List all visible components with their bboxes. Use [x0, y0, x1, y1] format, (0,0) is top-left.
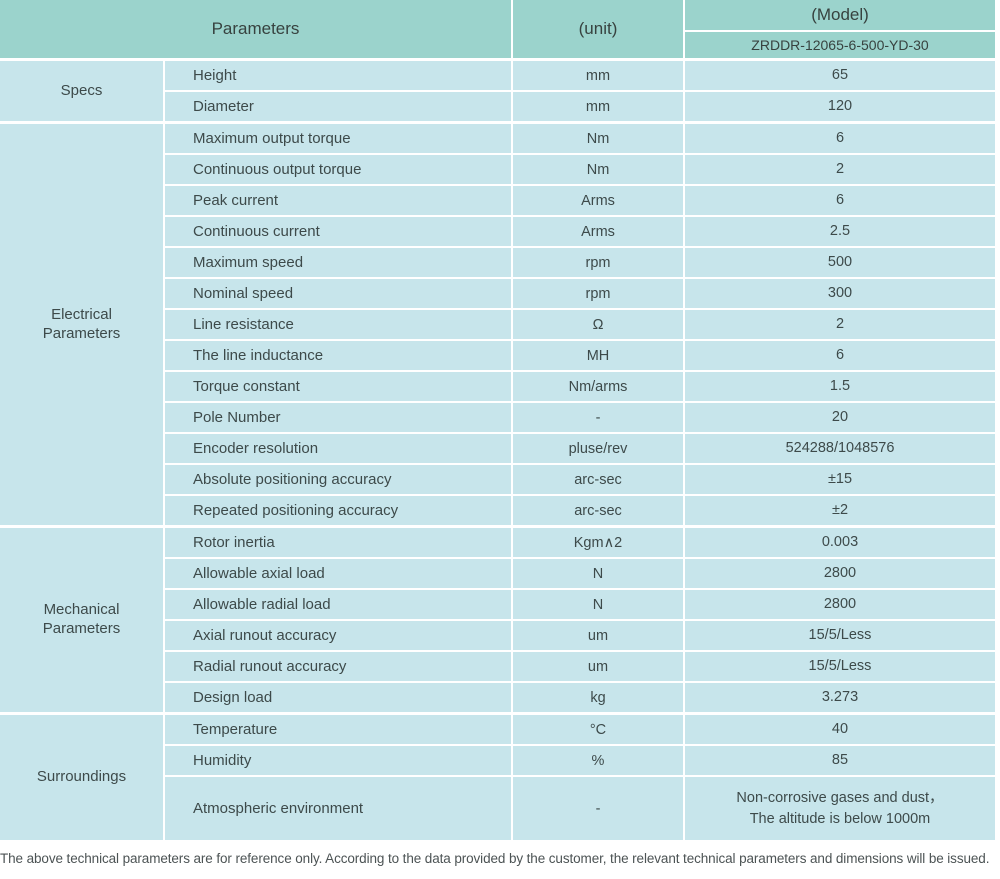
parameter-name: Nominal speed [165, 279, 511, 308]
parameter-name: Peak current [165, 186, 511, 215]
parameter-name: Pole Number [165, 403, 511, 432]
parameter-unit: Arms [513, 217, 683, 246]
parameter-name: Maximum speed [165, 248, 511, 277]
parameter-value: 2800 [685, 590, 995, 619]
parameter-value: 2.5 [685, 217, 995, 246]
parameter-value: 2 [685, 310, 995, 339]
parameter-name: Torque constant [165, 372, 511, 401]
section-label: Electrical Parameters [0, 124, 163, 525]
parameter-value: ±2 [685, 496, 995, 525]
parameter-value: 120 [685, 92, 995, 121]
parameter-unit: - [513, 777, 683, 840]
parameter-name: Design load [165, 683, 511, 712]
parameter-value: Non-corrosive gases and dust， The altitu… [685, 777, 995, 840]
parameter-unit: kg [513, 683, 683, 712]
parameter-name: The line inductance [165, 341, 511, 370]
parameter-value: 40 [685, 715, 995, 744]
parameter-name: Atmospheric environment [165, 777, 511, 840]
parameter-name: Continuous output torque [165, 155, 511, 184]
parameter-name: Maximum output torque [165, 124, 511, 153]
parameter-value: 85 [685, 746, 995, 775]
parameter-value: 2 [685, 155, 995, 184]
table-body: Specs Height mm 65 Diameter mm 120 Electrical P… [0, 61, 997, 840]
table-header: Parameters (unit) (Model) ZRDDR-12065-6-… [0, 0, 997, 58]
header-unit: (unit) [513, 0, 683, 58]
table-section: Mechanical Parameters Rotor inertia Kgm∧2 0… [0, 528, 997, 712]
parameter-unit: rpm [513, 279, 683, 308]
parameter-name: Axial runout accuracy [165, 621, 511, 650]
parameter-unit: - [513, 403, 683, 432]
section-label: Surroundings [0, 715, 163, 840]
parameter-value: 500 [685, 248, 995, 277]
parameter-name: Repeated positioning accuracy [165, 496, 511, 525]
parameter-name: Diameter [165, 92, 511, 121]
parameter-name: Continuous current [165, 217, 511, 246]
parameter-unit: um [513, 621, 683, 650]
parameter-unit: Nm [513, 155, 683, 184]
parameter-name: Rotor inertia [165, 528, 511, 557]
parameter-unit: Nm [513, 124, 683, 153]
parameter-name: Temperature [165, 715, 511, 744]
parameter-value: ±15 [685, 465, 995, 494]
section-label: Specs [0, 61, 163, 121]
parameter-unit: Arms [513, 186, 683, 215]
parameter-unit: °C [513, 715, 683, 744]
parameter-value: 6 [685, 186, 995, 215]
parameter-value: 15/5/Less [685, 652, 995, 681]
parameter-name: Absolute positioning accuracy [165, 465, 511, 494]
parameter-value: 1.5 [685, 372, 995, 401]
parameter-value: 3.273 [685, 683, 995, 712]
parameter-unit: um [513, 652, 683, 681]
table-section: Specs Height mm 65 Diameter mm 120 [0, 61, 997, 121]
parameter-value: 65 [685, 61, 995, 90]
parameter-name: Allowable radial load [165, 590, 511, 619]
parameter-value: 300 [685, 279, 995, 308]
parameter-unit: rpm [513, 248, 683, 277]
parameter-unit: Ω [513, 310, 683, 339]
parameter-name: Allowable axial load [165, 559, 511, 588]
parameter-unit: mm [513, 92, 683, 121]
parameter-value: 524288/1048576 [685, 434, 995, 463]
table-section: Surroundings Temperature °C 40 Humidity% 85 At… [0, 715, 997, 840]
parameter-unit: pluse/rev [513, 434, 683, 463]
parameter-unit: mm [513, 61, 683, 90]
header-model: (Model) [685, 0, 995, 30]
parameter-value: 15/5/Less [685, 621, 995, 650]
footer-note: The above technical parameters are for r… [0, 851, 990, 866]
section-label: Mechanical Parameters [0, 528, 163, 712]
table-section: Electrical Parameters Maximum output torq… [0, 124, 997, 525]
parameter-name: Encoder resolution [165, 434, 511, 463]
parameter-value: 20 [685, 403, 995, 432]
header-model-value: ZRDDR-12065-6-500-YD-30 [685, 32, 995, 58]
parameter-unit: arc-sec [513, 496, 683, 525]
parameter-unit: % [513, 746, 683, 775]
parameter-unit: N [513, 559, 683, 588]
header-parameters: Parameters [0, 0, 511, 58]
parameter-name: Radial runout accuracy [165, 652, 511, 681]
parameter-value: 2800 [685, 559, 995, 588]
parameter-value: 0.003 [685, 528, 995, 557]
parameter-unit: Kgm∧2 [513, 528, 683, 557]
parameter-value: 6 [685, 124, 995, 153]
parameter-unit: MH [513, 341, 683, 370]
parameter-name: Height [165, 61, 511, 90]
parameter-value: 6 [685, 341, 995, 370]
parameter-unit: arc-sec [513, 465, 683, 494]
parameter-name: Line resistance [165, 310, 511, 339]
parameter-unit: N [513, 590, 683, 619]
parameter-unit: Nm/arms [513, 372, 683, 401]
parameter-name: Humidity [165, 746, 511, 775]
